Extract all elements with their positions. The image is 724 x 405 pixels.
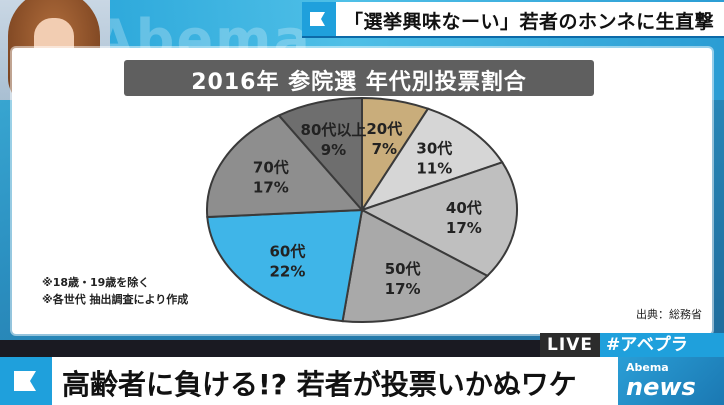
pie-slice-3 [341, 208, 490, 323]
note-line-1: ※18歳・19歳を除く [42, 276, 150, 289]
pie-value-3: 17% [385, 280, 421, 298]
pie-value-6: 9% [321, 141, 346, 159]
chart-board: 2016年 参院選 年代別投票割合 20代 7% 30代 11% 40代 17% 50代 17… [12, 48, 712, 334]
pie-slice-2 [359, 161, 518, 278]
hashtag-badge: #アベプラ [600, 333, 724, 357]
pie-label-4: 60代 [269, 243, 305, 261]
pie-slice-5 [206, 114, 365, 219]
logo-large-text: news [626, 373, 696, 401]
bottom-ticker: 高齢者に負ける!? 若者が投票いかぬワケ [0, 357, 724, 405]
headline-text: 「選挙興味なーい」若者のホンネに生直撃 [344, 11, 715, 33]
pie-slice-1 [359, 107, 504, 212]
chart-title: 2016年 参院選 年代別投票割合 [191, 70, 527, 95]
pie-value-0: 7% [372, 140, 397, 158]
chart-title-bar: 2016年 参院選 年代別投票割合 [124, 60, 594, 96]
live-badge: LIVE [540, 333, 600, 357]
pie-label-3: 50代 [385, 260, 421, 278]
flag-icon [302, 2, 336, 36]
note-line-2: ※各世代 抽出調査により作成 [42, 293, 189, 306]
flag-icon [0, 357, 52, 405]
pie-label-2: 40代 [446, 199, 482, 217]
source-credit: 出典：総務省 [636, 308, 702, 321]
ticker-text: 高齢者に負ける!? 若者が投票いかぬワケ [62, 368, 577, 401]
pie-label-0: 20代 [366, 120, 402, 138]
channel-logo: Abema news [618, 357, 724, 405]
pie-chart: 20代 7% 30代 11% 40代 17% 50代 17% 60代 22% 70代 17% 80代以上… [206, 96, 518, 323]
pie-slice-4 [206, 208, 364, 323]
pie-value-4: 22% [269, 263, 305, 281]
pie-slice-6 [277, 96, 363, 213]
pie-value-5: 17% [253, 178, 289, 196]
pie-value-2: 17% [446, 219, 482, 237]
pie-value-1: 11% [416, 160, 452, 178]
pie-label-1: 30代 [416, 140, 452, 158]
logo-small-text: Abema [626, 361, 669, 374]
pie-label-6: 80代以上 [301, 121, 367, 139]
headline-bar: 「選挙興味なーい」若者のホンネに生直撃 [302, 2, 724, 38]
pie-label-5: 70代 [253, 158, 289, 176]
